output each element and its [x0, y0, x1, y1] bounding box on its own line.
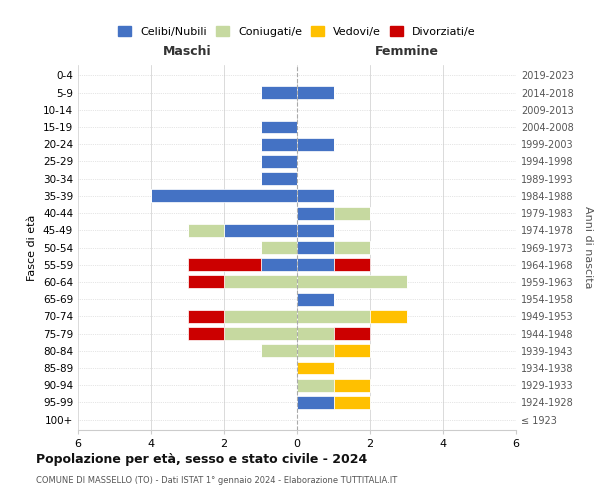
Bar — [370, 310, 407, 323]
Bar — [297, 258, 334, 271]
Bar — [297, 362, 334, 374]
Bar — [297, 138, 334, 150]
Text: COMUNE DI MASSELLO (TO) - Dati ISTAT 1° gennaio 2024 - Elaborazione TUTTITALIA.I: COMUNE DI MASSELLO (TO) - Dati ISTAT 1° … — [36, 476, 397, 485]
Bar — [260, 138, 297, 150]
Bar — [151, 190, 297, 202]
Bar — [187, 258, 260, 271]
Bar — [297, 86, 334, 99]
Text: Popolazione per età, sesso e stato civile - 2024: Popolazione per età, sesso e stato civil… — [36, 452, 367, 466]
Bar — [297, 224, 334, 236]
Bar — [297, 344, 334, 358]
Bar — [260, 241, 297, 254]
Text: Maschi: Maschi — [163, 44, 212, 58]
Bar — [297, 190, 334, 202]
Bar — [260, 120, 297, 134]
Bar — [187, 224, 224, 236]
Bar — [334, 241, 370, 254]
Bar — [297, 379, 334, 392]
Bar — [224, 310, 297, 323]
Bar — [334, 344, 370, 358]
Bar — [187, 310, 224, 323]
Bar — [297, 292, 334, 306]
Bar — [297, 396, 334, 409]
Bar — [224, 276, 297, 288]
Bar — [297, 327, 334, 340]
Bar — [224, 327, 297, 340]
Bar — [260, 258, 297, 271]
Bar — [260, 172, 297, 185]
Bar — [260, 86, 297, 99]
Bar — [297, 206, 334, 220]
Bar — [334, 396, 370, 409]
Bar — [297, 310, 370, 323]
Bar — [260, 155, 297, 168]
Y-axis label: Anni di nascita: Anni di nascita — [583, 206, 593, 289]
Bar — [297, 276, 407, 288]
Bar — [187, 327, 224, 340]
Y-axis label: Fasce di età: Fasce di età — [28, 214, 37, 280]
Bar — [224, 224, 297, 236]
Bar — [260, 344, 297, 358]
Bar — [334, 206, 370, 220]
Text: Femmine: Femmine — [374, 44, 439, 58]
Bar — [187, 276, 224, 288]
Bar — [334, 258, 370, 271]
Bar — [334, 327, 370, 340]
Legend: Celibi/Nubili, Coniugati/e, Vedovi/e, Divorziati/e: Celibi/Nubili, Coniugati/e, Vedovi/e, Di… — [115, 23, 479, 40]
Bar — [334, 379, 370, 392]
Bar — [297, 241, 334, 254]
